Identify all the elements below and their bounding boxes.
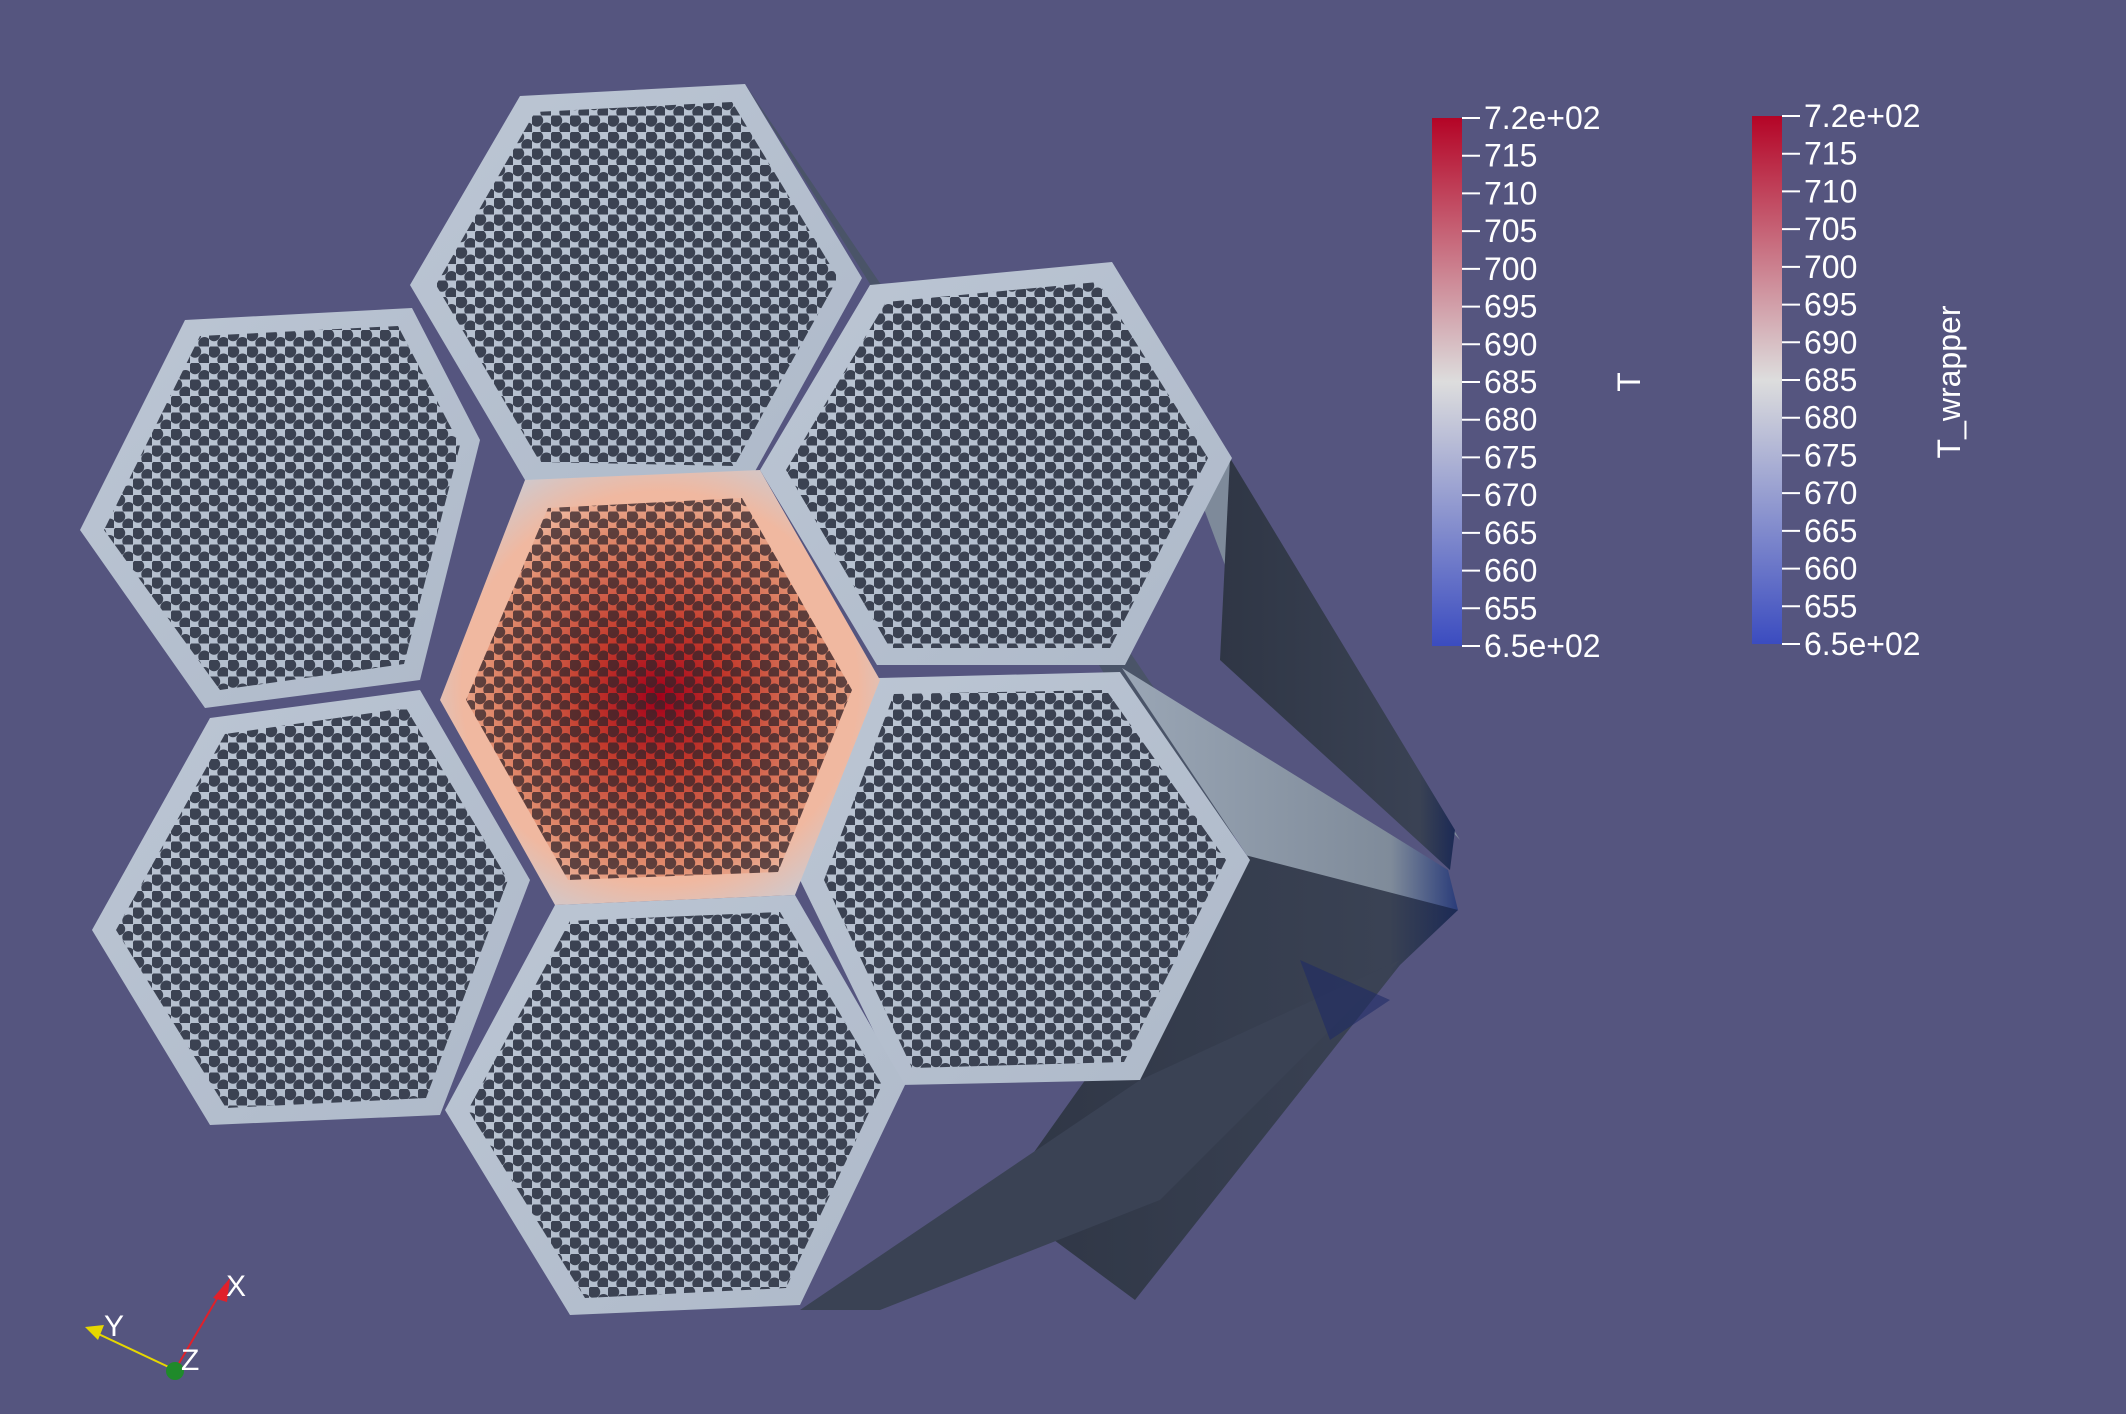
- assembly-center-hot: [440, 470, 880, 905]
- outer-assemblies: [80, 84, 1250, 1315]
- legend-tick-label: 690: [1804, 324, 1857, 360]
- legend-tick-label: 700: [1804, 249, 1857, 285]
- assembly-upper-right: [760, 262, 1232, 665]
- colorbar-T_wrapper-title: T_wrapper: [1931, 305, 1967, 458]
- legend-tick-label: 660: [1804, 551, 1857, 587]
- legend-tick-label: 695: [1804, 287, 1857, 323]
- assembly-lower-left: [92, 690, 530, 1125]
- legend-tick-label: 680: [1804, 400, 1857, 436]
- legend-tick-label: 655: [1484, 590, 1537, 626]
- z-axis-marker-icon: [166, 1362, 184, 1380]
- assembly-top: [410, 84, 862, 484]
- legend-tick-label: 6.5e+02: [1804, 626, 1921, 662]
- z-axis-label: Z: [181, 1344, 199, 1377]
- legend-tick-label: 665: [1804, 513, 1857, 549]
- legend-tick-label: 715: [1484, 138, 1537, 174]
- legend-tick-label: 665: [1484, 515, 1537, 551]
- legend-tick-label: 675: [1484, 439, 1537, 475]
- legend-tick-label: 675: [1804, 437, 1857, 473]
- assembly-upper-left: [80, 308, 480, 708]
- legend-tick-label: 695: [1484, 289, 1537, 325]
- legend-tick-label: 680: [1484, 402, 1537, 438]
- x-axis-arrow-icon: [213, 1278, 230, 1302]
- legend-tick-label: 655: [1804, 588, 1857, 624]
- legend-tick-label: 685: [1484, 364, 1537, 400]
- legend-tick-label: 660: [1484, 553, 1537, 589]
- color-legend-T: 7.2e+02715710705700695690685680675670665…: [1432, 100, 1647, 664]
- legend-tick-label: 705: [1804, 211, 1857, 247]
- legend-tick-label: 710: [1804, 173, 1857, 209]
- color-legend-T_wrapper: 7.2e+02715710705700695690685680675670665…: [1752, 98, 1967, 662]
- legend-tick-label: 705: [1484, 213, 1537, 249]
- legend-tick-label: 7.2e+02: [1804, 98, 1921, 134]
- y-axis-arrow-icon: [85, 1325, 104, 1340]
- assembly-lower-right: [800, 672, 1250, 1085]
- colorbar-T-title: T: [1611, 372, 1647, 392]
- colorbar-T_wrapper: [1752, 116, 1782, 644]
- legend-tick-label: 685: [1804, 362, 1857, 398]
- legend-tick-label: 7.2e+02: [1484, 100, 1601, 136]
- x-axis-label: X: [226, 1270, 246, 1303]
- legend-tick-label: 690: [1484, 326, 1537, 362]
- colorbar-T: [1432, 118, 1462, 646]
- duct-side-walls: [745, 84, 1460, 1310]
- assembly-bottom: [445, 895, 905, 1315]
- y-axis-label: Y: [104, 1310, 124, 1343]
- orientation-axes: X Y Z: [85, 1270, 246, 1380]
- legend-tick-label: 670: [1804, 475, 1857, 511]
- legend-tick-label: 700: [1484, 251, 1537, 287]
- legend-tick-label: 6.5e+02: [1484, 628, 1601, 664]
- legend-tick-label: 715: [1804, 136, 1857, 172]
- legend-tick-label: 710: [1484, 175, 1537, 211]
- legend-tick-label: 670: [1484, 477, 1537, 513]
